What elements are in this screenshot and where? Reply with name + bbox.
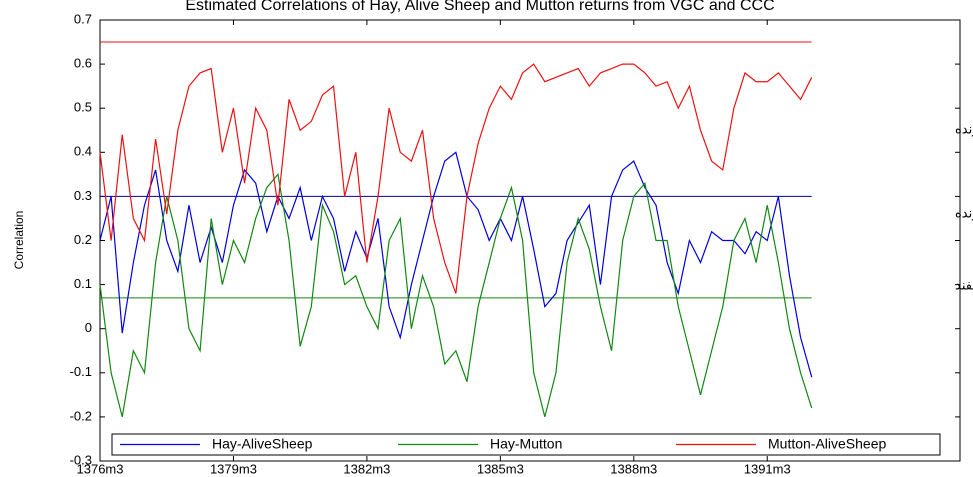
series-line — [99, 172, 813, 418]
y-tick-label: 0.5 — [74, 100, 92, 115]
legend-label: Mutton-AliveSheep — [768, 436, 887, 452]
annotation: علوفه-گوشت گوسفند — [955, 278, 973, 294]
y-tick-label: 0.6 — [74, 56, 92, 71]
y-tick-label: -0.2 — [70, 408, 92, 423]
y-tick-label: -0.1 — [70, 364, 92, 379]
annotation: علوفه-گوسفند زنده — [955, 206, 973, 222]
chart-title: Estimated Correlations of Hay, Alive She… — [185, 0, 774, 14]
x-tick-label: 1391m3 — [744, 461, 791, 476]
y-tick-label: 0 — [85, 320, 92, 335]
legend-label: Hay-Mutton — [490, 436, 562, 452]
y-tick-label: 0.7 — [74, 11, 92, 26]
y-tick-label: 0.4 — [74, 144, 92, 159]
x-tick-label: 1382m3 — [343, 461, 390, 476]
legend-box — [111, 433, 941, 456]
y-axis-label: Correlation — [12, 211, 26, 270]
x-tick-label: 1388m3 — [610, 461, 657, 476]
x-tick-label: 1376m3 — [77, 461, 124, 476]
series-line — [99, 63, 813, 294]
series-line — [99, 151, 813, 378]
x-tick-label: 1379m3 — [210, 461, 257, 476]
y-tick-label: -0.3 — [70, 452, 92, 467]
plot-frame — [99, 19, 961, 462]
y-tick-label: 0.2 — [74, 232, 92, 247]
y-tick-label: 0.3 — [74, 188, 92, 203]
annotation: گوشت گوسفند-گوسفند زنده — [955, 122, 973, 138]
legend-label: Hay-AliveSheep — [212, 436, 313, 452]
y-tick-label: 0.1 — [74, 276, 92, 291]
x-tick-label: 1385m3 — [477, 461, 524, 476]
